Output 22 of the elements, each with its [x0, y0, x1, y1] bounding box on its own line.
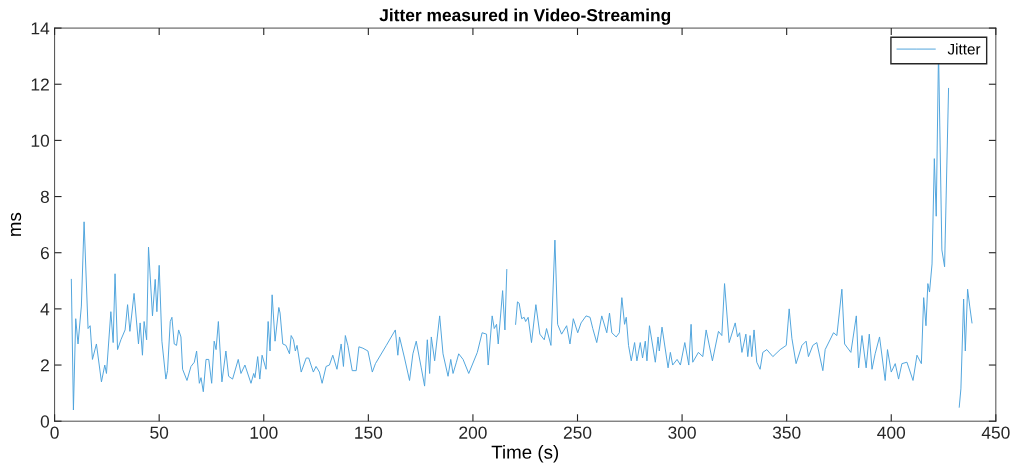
x-tick-label: 200 [459, 426, 487, 439]
y-tick-label: 12 [31, 78, 49, 91]
y-axis-title: ms [10, 212, 22, 236]
x-tick-label: 150 [355, 426, 383, 439]
chart-title: Jitter measured in Video-Streaming [379, 8, 671, 25]
x-tick-label: 0 [50, 426, 59, 439]
x-axis-title: Time (s) [491, 445, 559, 463]
x-tick-label: 50 [150, 426, 169, 439]
y-tick-label: 2 [40, 359, 49, 372]
legend-label: Jitter [947, 43, 981, 55]
x-tick-label: 400 [877, 426, 906, 439]
x-tick-label: 250 [563, 426, 592, 439]
x-tick-label: 350 [772, 426, 801, 439]
y-tick-label: 4 [40, 303, 50, 316]
y-tick-label: 10 [31, 134, 50, 147]
x-tick-label: 300 [668, 426, 696, 439]
y-tick-label: 8 [40, 190, 49, 204]
y-tick-label: 0 [40, 415, 50, 428]
x-tick-label: 100 [250, 426, 278, 439]
x-tick-label: 450 [981, 426, 1010, 439]
y-tick-label: 6 [40, 246, 49, 260]
y-tick-label: 14 [31, 22, 50, 35]
